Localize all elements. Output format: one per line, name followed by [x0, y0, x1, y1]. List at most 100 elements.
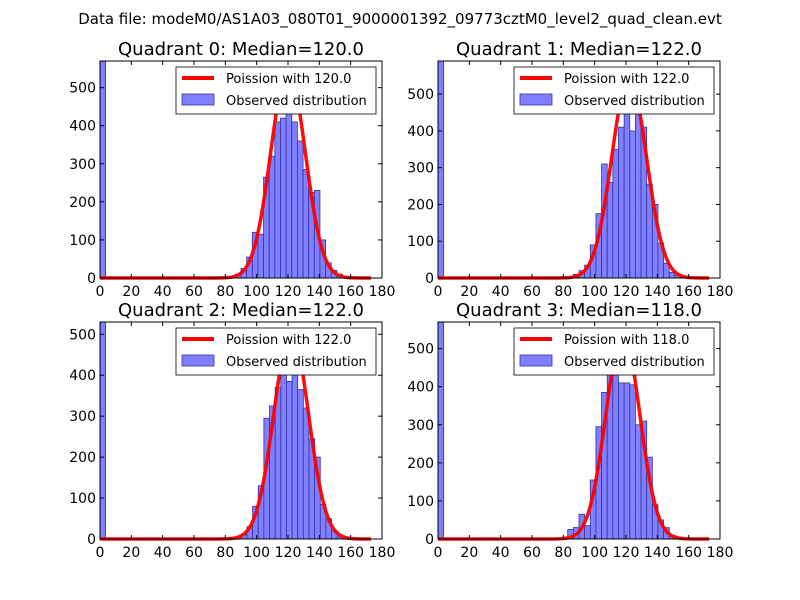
- histogram-bar: [99, 321, 107, 540]
- x-tick-label: 60: [185, 284, 203, 300]
- histogram-bar: [606, 181, 614, 279]
- legend-label-observed: Observed distribution: [564, 355, 705, 370]
- y-tick-label: 100: [69, 491, 96, 507]
- x-tick-label: 20: [460, 545, 478, 561]
- histogram-bar: [99, 60, 107, 279]
- x-tick-label: 120: [613, 545, 640, 561]
- histogram-bar: [297, 389, 304, 540]
- x-tick-label: 60: [523, 545, 541, 561]
- x-tick-label: 0: [434, 545, 443, 561]
- quadrant-1-panel: 0 20 40 60 80 100 120 140 160 180 0 100 200 300 400 500…: [407, 39, 733, 300]
- histogram-bar: [274, 121, 281, 279]
- quadrant-2-panel: 0 20 40 60 80 100 120 140 160 180 0 100 200 300 400 500…: [69, 300, 395, 561]
- legend-bar-swatch: [181, 354, 215, 367]
- legend-label-fit: Poission with 118.0: [564, 333, 689, 348]
- y-tick-label: 200: [407, 456, 434, 472]
- x-tick-label: 60: [523, 284, 541, 300]
- panel-title: Quadrant 3: Median=118.0: [456, 300, 702, 321]
- x-tick-label: 80: [216, 284, 234, 300]
- axes-frame: [437, 321, 721, 540]
- x-tick-label: 180: [707, 284, 734, 300]
- histogram-bar: [291, 121, 298, 279]
- y-tick-label: 0: [425, 271, 434, 287]
- x-tick-label: 20: [122, 545, 140, 561]
- y-tick-label: 300: [69, 409, 96, 425]
- y-tick-label: 500: [407, 342, 434, 358]
- panel-title: Quadrant 2: Median=122.0: [118, 300, 364, 321]
- x-tick-label: 0: [434, 284, 443, 300]
- axes-frame: [99, 60, 383, 279]
- x-tick-label: 140: [644, 545, 671, 561]
- y-tick-label: 0: [425, 532, 434, 548]
- x-tick-label: 80: [554, 284, 572, 300]
- y-tick-label: 0: [87, 271, 96, 287]
- legend-bar-swatch: [181, 93, 215, 106]
- legend-label-observed: Observed distribution: [564, 94, 705, 109]
- x-tick-label: 20: [460, 284, 478, 300]
- y-tick-label: 500: [407, 87, 434, 103]
- x-tick-label: 140: [306, 545, 333, 561]
- y-tick-label: 100: [407, 494, 434, 510]
- histogram-bar: [268, 155, 276, 279]
- x-tick-label: 80: [216, 545, 234, 561]
- quadrant-3-panel: 0 20 40 60 80 100 120 140 160 180 0 100 200 300 400 500…: [407, 300, 733, 561]
- x-tick-label: 40: [154, 284, 172, 300]
- y-tick-label: 400: [407, 380, 434, 396]
- x-tick-label: 120: [613, 284, 640, 300]
- histogram-bar: [437, 321, 445, 540]
- y-tick-label: 500: [69, 327, 96, 343]
- histogram-bar: [302, 169, 310, 279]
- histogram-bar: [612, 352, 619, 540]
- y-tick-label: 300: [407, 161, 434, 177]
- histogram-bar: [280, 370, 287, 540]
- x-tick-label: 120: [275, 284, 302, 300]
- y-tick-label: 100: [407, 234, 434, 250]
- histogram-bar: [623, 382, 631, 540]
- histogram-bar: [296, 140, 304, 279]
- legend-box: [513, 66, 715, 115]
- x-tick-label: 160: [675, 545, 702, 561]
- y-tick-label: 0: [87, 532, 96, 548]
- histogram-bar: [280, 117, 287, 279]
- x-tick-label: 160: [337, 284, 364, 300]
- histogram-bar: [437, 60, 445, 279]
- y-tick-label: 300: [69, 157, 96, 173]
- x-tick-label: 80: [554, 545, 572, 561]
- y-tick-label: 400: [69, 368, 96, 384]
- legend-label-fit: Poission with 122.0: [226, 333, 351, 348]
- x-tick-label: 40: [154, 545, 172, 561]
- x-tick-label: 100: [581, 545, 608, 561]
- panel-title: Quadrant 1: Median=122.0: [456, 39, 702, 60]
- x-tick-label: 100: [243, 545, 270, 561]
- histogram-bar: [257, 233, 264, 279]
- x-tick-label: 60: [185, 545, 203, 561]
- legend: Poission with 120.0 Observed distribution: [175, 66, 377, 115]
- histogram-bar: [618, 126, 625, 279]
- legend-bar-swatch: [519, 354, 553, 367]
- axes-frame: [99, 321, 383, 540]
- legend-label-observed: Observed distribution: [226, 355, 367, 370]
- y-tick-label: 100: [69, 233, 96, 249]
- histogram-bar: [635, 424, 642, 540]
- histogram-bar: [286, 380, 293, 540]
- legend-box: [513, 327, 715, 376]
- histogram-bar: [618, 382, 625, 540]
- legend: Poission with 122.0 Observed distribution: [175, 327, 377, 376]
- legend: Poission with 118.0 Observed distribution: [513, 327, 715, 376]
- x-tick-label: 140: [644, 284, 671, 300]
- suptitle: Data file: modeM0/AS1A03_080T01_90000013…: [78, 10, 722, 29]
- x-tick-label: 0: [96, 284, 105, 300]
- axes-frame: [437, 60, 721, 279]
- x-tick-label: 0: [96, 545, 105, 561]
- y-tick-label: 200: [69, 195, 96, 211]
- histogram-bar: [623, 108, 631, 279]
- quadrant-0-panel: 0 20 40 60 80 100 120 140 160 180 0 100 200 300 400 500…: [69, 39, 395, 300]
- x-tick-label: 160: [337, 545, 364, 561]
- legend-label-fit: Poission with 120.0: [226, 72, 351, 87]
- panel-title: Quadrant 0: Median=120.0: [118, 39, 364, 60]
- x-tick-label: 160: [675, 284, 702, 300]
- y-tick-label: 300: [407, 418, 434, 434]
- legend-label-fit: Poission with 122.0: [564, 72, 689, 87]
- legend: Poission with 122.0 Observed distribution: [513, 66, 715, 115]
